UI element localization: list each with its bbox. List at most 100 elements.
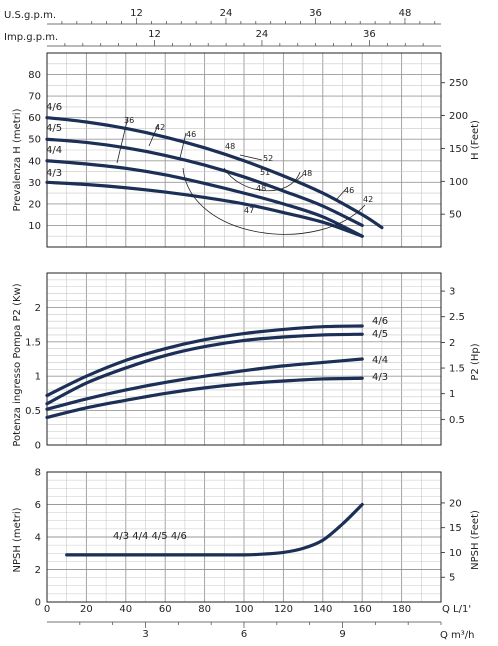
- y-tick-label: 20: [28, 199, 41, 210]
- efficiency-iso-line: [335, 188, 347, 201]
- impgpm-tick-label: 12: [148, 29, 161, 40]
- series-label-power-4-5: 4/5: [372, 329, 388, 340]
- y-tick-label: 80: [28, 70, 41, 81]
- lmin-axis-label: Q L/1': [442, 604, 471, 615]
- npsh-feet-axis-title: NPSH (Feet): [470, 510, 481, 570]
- y2-tick-label: 20: [449, 498, 462, 509]
- plot-frame: [46, 52, 442, 248]
- impgpm-axis-label: Imp.g.p.m.: [4, 32, 58, 43]
- y2-tick-label: 3: [449, 287, 455, 298]
- lmin-tick-label: 0: [44, 604, 50, 615]
- y2-tick-label: 50: [449, 210, 462, 221]
- series-line: [45, 116, 384, 230]
- series-line: [45, 324, 364, 398]
- series-line: [45, 357, 364, 411]
- series-label-power-4-3: 4/3: [372, 372, 388, 383]
- y2-tick-label: 100: [449, 177, 468, 188]
- npsh-series-label: 4/3 4/4 4/5 4/6: [113, 531, 187, 542]
- lmin-tick-label: 100: [234, 604, 253, 615]
- y2-tick-label: 5: [449, 573, 455, 584]
- lmin-tick-label: 140: [313, 604, 332, 615]
- eff-label-36: 36: [124, 116, 134, 125]
- y2-tick-label: 150: [449, 144, 468, 155]
- y-tick-label: 0: [35, 441, 41, 452]
- series-line: [45, 376, 364, 420]
- series-line: [65, 502, 364, 557]
- series-label-power-4-4: 4/4: [372, 355, 388, 366]
- usgpm-tick-label: 12: [130, 8, 143, 19]
- series-line: [45, 159, 364, 238]
- m3h-tick-label: 9: [339, 629, 345, 640]
- efficiency-iso-line: [294, 174, 304, 183]
- usgpm-axis-label: U.S.g.p.m.: [4, 10, 56, 21]
- plot-frame: [46, 272, 442, 446]
- power-axis-title: Potenza ingresso Pompa P2 (Kw): [12, 283, 23, 446]
- eff-label-52: 52: [263, 154, 273, 163]
- y2-tick-label: 200: [449, 111, 468, 122]
- y-tick-label: 70: [28, 92, 41, 103]
- efficiency-iso-line: [148, 124, 159, 147]
- eff-label-51: 51: [260, 168, 270, 177]
- eff-label-47: 47: [244, 206, 254, 215]
- usgpm-tick-label: 36: [309, 8, 322, 19]
- y-tick-label: 60: [28, 113, 41, 124]
- y2-tick-label: 10: [449, 548, 462, 559]
- series-line: [45, 137, 364, 228]
- lmin-tick-label: 120: [274, 604, 293, 615]
- eff-label-48a: 48: [225, 142, 235, 151]
- eff-label-46a: 46: [186, 130, 196, 139]
- lmin-tick-label: 20: [80, 604, 93, 615]
- y2-tick-label: 2: [449, 338, 455, 349]
- series-label-head-4-4: 4/4: [46, 145, 62, 156]
- eff-label-48c: 48: [256, 184, 266, 193]
- y-tick-label: 1.5: [25, 337, 41, 348]
- y2-tick-label: 2.5: [449, 312, 465, 323]
- impgpm-tick-label: 36: [363, 29, 376, 40]
- eff-label-42a: 42: [155, 123, 165, 132]
- lmin-tick-label: 160: [353, 604, 372, 615]
- y2-tick-label: 15: [449, 523, 462, 534]
- y2-tick-label: 0.5: [449, 415, 465, 426]
- efficiency-iso-line: [116, 116, 129, 164]
- y2-tick-label: 1: [449, 389, 455, 400]
- series-line: [45, 180, 364, 238]
- efficiency-iso-line: [239, 154, 263, 161]
- impgpm-tick-label: 24: [256, 29, 269, 40]
- power-hp-axis-title: P2 (Hp): [470, 343, 481, 380]
- lmin-tick-label: 60: [159, 604, 172, 615]
- lmin-tick-label: 40: [119, 604, 132, 615]
- npsh-axis-title: NPSH (metri): [12, 507, 23, 572]
- head-axis-title: Prevalenza H (metri): [12, 108, 23, 211]
- y-tick-label: 50: [28, 135, 41, 146]
- eff-label-42b: 42: [363, 195, 373, 204]
- series-line: [45, 332, 364, 406]
- efficiency-iso-line: [179, 132, 187, 159]
- m3h-axis-label: Q m³/h: [440, 630, 475, 641]
- eff-label-46b: 46: [344, 186, 354, 195]
- m3h-tick-label: 6: [241, 629, 247, 640]
- y-tick-label: 0.5: [25, 406, 41, 417]
- y-tick-label: 30: [28, 178, 41, 189]
- efficiency-iso-line: [223, 167, 301, 192]
- y2-tick-label: 250: [449, 78, 468, 89]
- y-tick-label: 0: [35, 598, 41, 609]
- eff-label-48b: 48: [302, 169, 312, 178]
- lmin-tick-label: 80: [198, 604, 211, 615]
- series-label-power-4-6: 4/6: [372, 316, 388, 327]
- usgpm-tick-label: 24: [220, 8, 233, 19]
- y2-tick-label: 1.5: [449, 364, 465, 375]
- series-label-head-4-6: 4/6: [46, 102, 62, 113]
- y-tick-label: 4: [35, 533, 41, 544]
- y-tick-label: 2: [35, 303, 41, 314]
- series-label-head-4-3: 4/3: [46, 168, 62, 179]
- efficiency-iso-line: [182, 167, 366, 235]
- plot-frame: [46, 471, 442, 603]
- lmin-tick-label: 180: [392, 604, 411, 615]
- y-tick-label: 8: [35, 468, 41, 479]
- y-tick-label: 1: [35, 372, 41, 383]
- y-tick-label: 10: [28, 221, 41, 232]
- head-feet-axis-title: H (Feet): [470, 120, 481, 160]
- series-label-head-4-5: 4/5: [46, 123, 62, 134]
- y-tick-label: 40: [28, 156, 41, 167]
